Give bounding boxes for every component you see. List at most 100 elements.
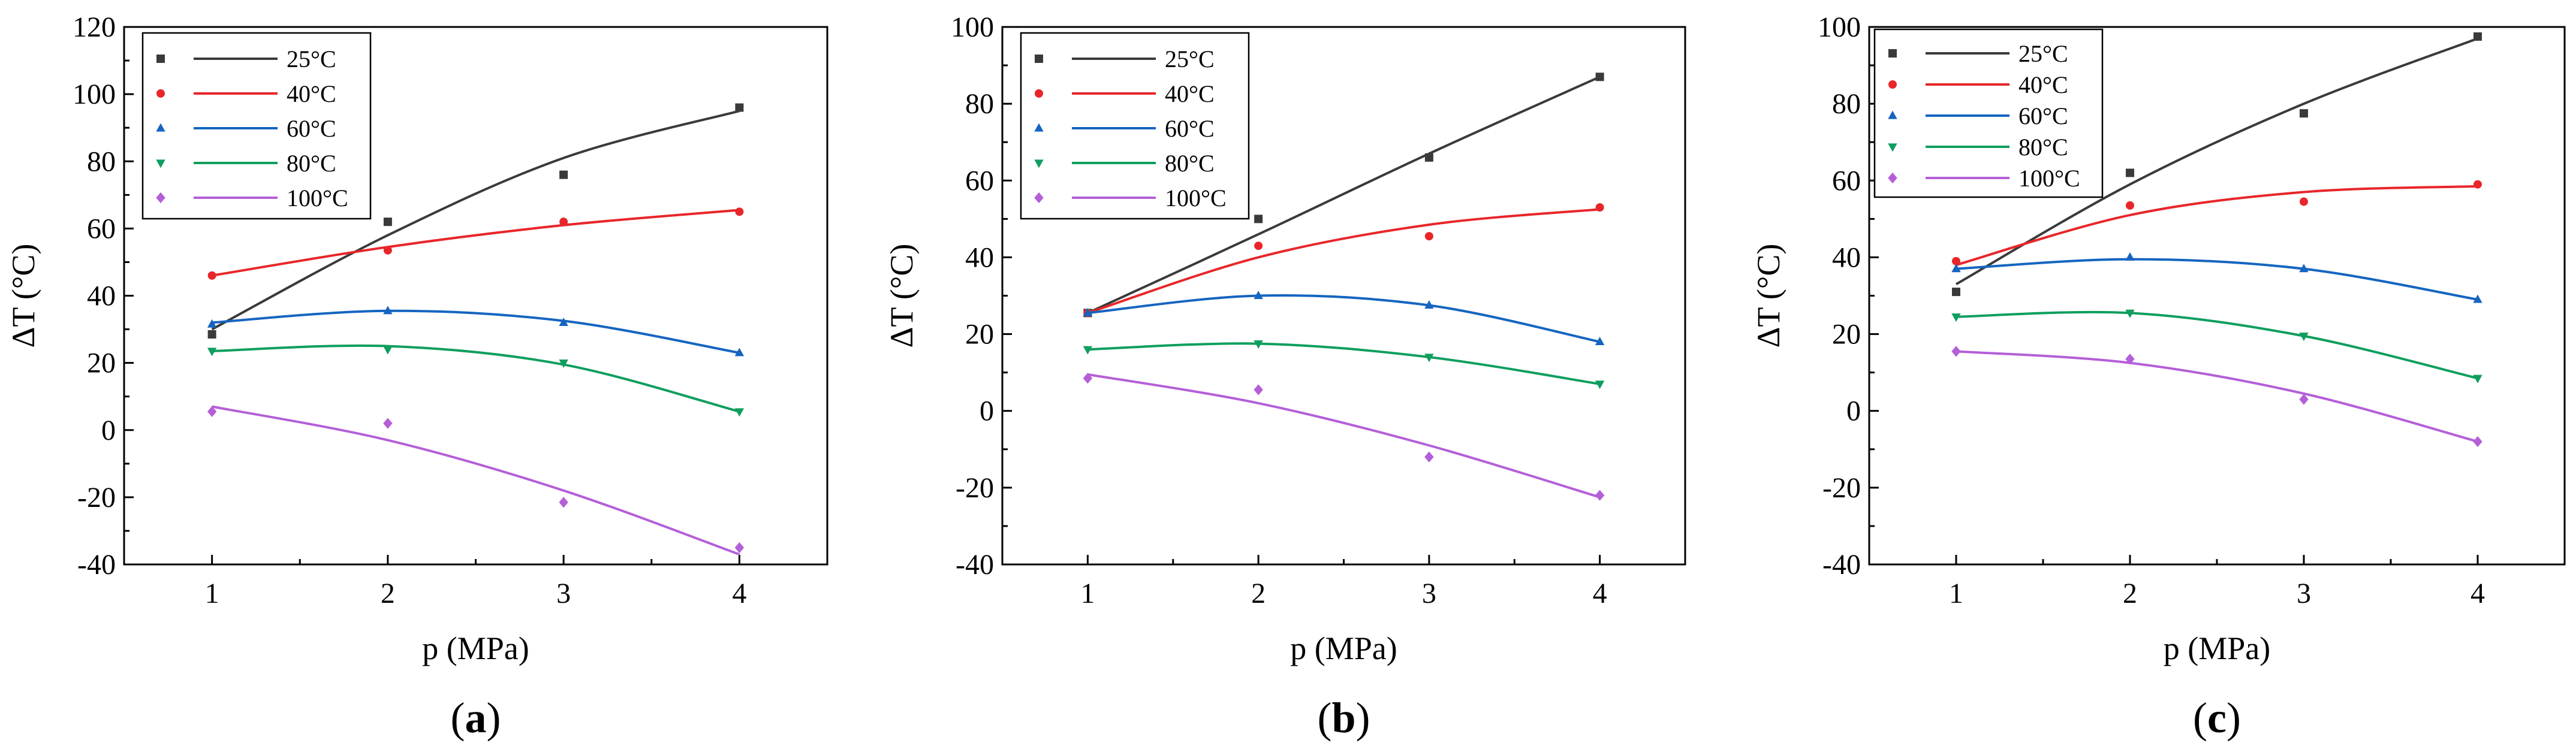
legend-marker (1034, 159, 1044, 168)
data-point (1951, 313, 1961, 322)
fit-line (1956, 310, 2478, 380)
x-tick-label: 3 (2297, 578, 2311, 609)
fit-line (211, 110, 740, 331)
data-point (1595, 490, 1605, 501)
legend-label: 80°C (2018, 134, 2068, 161)
panel-a: -40 -20 0 20 40 60 80 100 120 1 2 3 4 p (MPa) ΔT (°C) 2… (5, 11, 828, 742)
y-tick-label: -40 (956, 549, 994, 581)
data-point (1595, 73, 1604, 81)
legend: 25°C 40°C 60°C 80°C 100°C (1020, 32, 1250, 220)
data-point (1951, 264, 1961, 273)
legend-label: 100°C (287, 185, 348, 212)
data-point (207, 271, 216, 280)
data-point (1254, 291, 1263, 300)
data-point (2300, 197, 2308, 206)
data-point (1083, 346, 1093, 355)
x-axis-label: p (MPa) (2164, 630, 2270, 666)
series-80°C (207, 344, 745, 417)
series-40°C (1083, 203, 1604, 318)
x-tick-label: 2 (2123, 578, 2137, 609)
legend-marker (1888, 110, 1897, 119)
data-point (2126, 201, 2134, 210)
data-point (207, 406, 217, 418)
data-point (2300, 109, 2308, 118)
data-point (1595, 203, 1604, 212)
fit-line (212, 209, 740, 277)
legend-label: 40°C (1165, 80, 1215, 107)
y-tick-label: 80 (965, 88, 994, 120)
x-tick-label: 1 (1949, 578, 1963, 609)
y-tick-label: -40 (77, 549, 116, 581)
legend-label: 60°C (287, 115, 336, 142)
data-point (2473, 294, 2482, 303)
data-point (1952, 256, 1960, 265)
legend-marker (1034, 192, 1044, 204)
fit-line (1956, 258, 2478, 301)
legend-label: 40°C (287, 80, 336, 107)
y-tick-label: 20 (965, 319, 994, 351)
x-tick-label: 2 (1251, 578, 1266, 609)
data-point (1595, 380, 1605, 389)
data-point (1083, 373, 1093, 384)
data-point (559, 218, 568, 226)
legend-box (1020, 32, 1250, 220)
data-point (383, 306, 393, 315)
data-point (2299, 264, 2309, 273)
data-point (383, 418, 393, 429)
data-point (559, 360, 568, 369)
series-25°C (1083, 73, 1604, 318)
legend: 25°C 40°C 60°C 80°C 100°C (1873, 28, 2104, 198)
data-point (2125, 252, 2135, 261)
legend-label: 80°C (1165, 150, 1215, 177)
data-point (735, 103, 744, 112)
data-point (383, 346, 393, 355)
data-point (207, 348, 217, 357)
series-100°C (1083, 373, 1605, 501)
data-point (1424, 232, 1433, 241)
series-100°C (207, 405, 745, 556)
legend-box (141, 32, 372, 220)
series-60°C (1951, 252, 2482, 303)
legend-label: 100°C (1165, 185, 1227, 212)
legend-marker (1888, 80, 1897, 89)
fit-line (212, 405, 740, 556)
data-point (1254, 215, 1263, 224)
legend-marker (156, 192, 165, 204)
fit-line (212, 309, 740, 354)
series-25°C (207, 103, 744, 339)
y-tick-label: -20 (1822, 472, 1861, 504)
legend-label: 60°C (2018, 102, 2068, 129)
panel-label: (c) (2193, 694, 2241, 742)
y-axis-label: ΔT (°C) (1751, 244, 1786, 348)
data-point (559, 170, 568, 179)
legend-label: 25°C (2018, 40, 2068, 67)
fit-line (1087, 373, 1601, 499)
legend-marker (1035, 55, 1043, 63)
fit-line (1087, 342, 1600, 385)
series-40°C (207, 207, 744, 280)
y-tick-label: 60 (1832, 165, 1861, 197)
data-point (207, 330, 216, 339)
y-tick-label: 60 (87, 213, 116, 244)
fit-line (1087, 75, 1601, 315)
data-point (1951, 346, 1961, 357)
data-point (1595, 336, 1605, 345)
legend-marker (1888, 172, 1897, 184)
y-axis-label: ΔT (°C) (884, 244, 920, 348)
data-point (383, 218, 392, 226)
panel-label: (a) (451, 694, 501, 742)
panel-b: -40 -20 0 20 40 60 80 100 1 2 3 4 p (MPa) ΔT (°C) 25°C… (884, 11, 1686, 742)
y-tick-label: 100 (1818, 11, 1861, 43)
series-60°C (207, 306, 745, 357)
data-point (1254, 384, 1263, 395)
data-point (2126, 168, 2134, 177)
data-point (735, 207, 744, 216)
legend-marker (156, 159, 165, 168)
legend-marker (1035, 89, 1043, 98)
y-tick-label: 0 (1846, 395, 1861, 427)
x-tick-label: 3 (556, 578, 571, 609)
y-tick-label: -20 (956, 472, 994, 504)
legend: 25°C 40°C 60°C 80°C 100°C (141, 32, 372, 220)
x-axis-label: p (MPa) (422, 630, 529, 666)
x-tick-label: 4 (1593, 578, 1607, 609)
